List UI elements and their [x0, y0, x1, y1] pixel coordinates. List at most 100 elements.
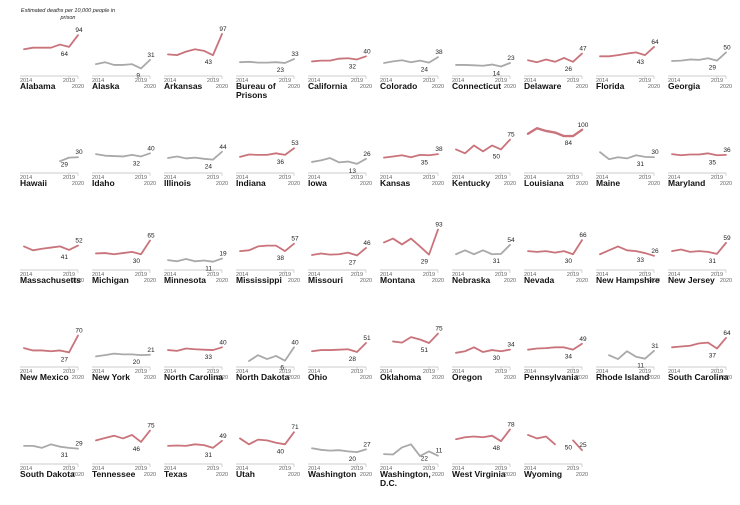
- data-label-2020: 49: [219, 433, 227, 440]
- panel-title: Rhode Island: [596, 372, 650, 382]
- tick-label: 2014: [236, 466, 248, 472]
- data-label-2019: 35: [709, 159, 717, 166]
- tick-label: 2020: [432, 84, 444, 90]
- tick-label: 2019: [135, 466, 147, 472]
- tick-label: 2020: [720, 278, 732, 284]
- series-line: [23, 334, 79, 354]
- data-label-2019: 33: [205, 354, 213, 361]
- tick-label: 2020: [144, 84, 156, 90]
- data-label-2019: 35: [421, 159, 429, 166]
- data-label-2019: 23: [277, 67, 285, 74]
- data-label-2020: 49: [579, 336, 587, 343]
- panel-tennessee: 2014 2019 2020 46 75 Tennessee: [84, 400, 156, 490]
- panel-michigan: 2014 2019 2020 30 65 Michigan: [84, 206, 156, 296]
- series-line: [59, 156, 79, 163]
- data-label-2020: 64: [723, 330, 731, 337]
- data-label-2019: 50: [493, 153, 501, 160]
- series-line: [311, 55, 367, 63]
- data-label-2019: 24: [205, 164, 213, 171]
- series-line: [95, 239, 151, 256]
- panel-title: Oklahoma: [380, 372, 422, 382]
- series-line: [167, 257, 223, 263]
- tick-label: 2014: [308, 272, 320, 278]
- data-label-2020: 93: [435, 222, 443, 229]
- data-label-2019: 20: [349, 456, 357, 463]
- series-line: [383, 56, 439, 64]
- tick-label: 2014: [596, 272, 608, 278]
- data-label-2019: 22: [421, 455, 429, 462]
- series-line: [239, 147, 295, 158]
- data-label-2019: 29: [61, 162, 69, 169]
- series-line: [455, 428, 511, 443]
- panel-washington: 2014 2019 2020 20 27 Washington: [300, 400, 372, 490]
- series-line: [608, 349, 655, 360]
- data-label-2019: 9: [136, 72, 140, 79]
- series-line: [527, 52, 583, 64]
- tick-label: 2019: [279, 78, 291, 84]
- tick-label: 2019: [279, 272, 291, 278]
- series-line: [671, 152, 727, 157]
- tick-label: 2020: [576, 472, 588, 478]
- data-label-2019: 30: [493, 355, 501, 362]
- panel-delaware: 2014 2019 2020 26 47 Delaware: [516, 12, 588, 102]
- panel-title: Louisiana: [524, 178, 564, 188]
- panel-new-mexico: 2014 2019 2020 27 70 New Mexico: [12, 303, 84, 393]
- data-label-2019: 28: [349, 356, 357, 363]
- panel-title: Pennsylvania: [524, 372, 579, 382]
- panel-georgia: 2014 2019 2020 29 50 Georgia: [660, 12, 732, 102]
- tick-label: 2019: [423, 78, 435, 84]
- tick-label: 2020: [144, 472, 156, 478]
- tick-label: 2014: [92, 272, 104, 278]
- tick-label: 2014: [668, 78, 680, 84]
- panel-rhode-island: 2014 2019 2020 11 31 Rhode Island: [588, 303, 660, 393]
- tick-label: 2019: [351, 175, 363, 181]
- data-label-2019: 13: [349, 168, 357, 175]
- data-label-2020: 50: [723, 44, 731, 51]
- tick-label: 2019: [639, 78, 651, 84]
- tick-label: 2014: [524, 272, 536, 278]
- panel-kentucky: 2014 2019 2020 50 75 Kentucky: [444, 109, 516, 199]
- panel-mississippi: 2014 2019 2020 38 57 Mississippi: [228, 206, 300, 296]
- tick-label: 2020: [288, 278, 300, 284]
- data-label-2020: 53: [291, 140, 299, 147]
- tick-label: 2014: [164, 175, 176, 181]
- panel-california: 2014 2019 2020 32 40 California: [300, 12, 372, 102]
- data-label-2020: 11: [436, 448, 443, 455]
- data-label-2019: 36: [277, 159, 285, 166]
- tick-label: 2014: [668, 369, 680, 375]
- tick-label: 2014: [92, 78, 104, 84]
- data-label-2020: 94: [75, 27, 83, 34]
- panel-south-dakota: 2014 2019 2020 31 29 South Dakota: [12, 400, 84, 490]
- tick-label: 2019: [207, 369, 219, 375]
- series-line: [95, 152, 151, 158]
- data-label-2019: 43: [205, 59, 213, 66]
- panel-bureau-of-prisons: 2014 2019 2020 23 33 Bureau of Prisons: [228, 12, 300, 102]
- series-line: [383, 153, 439, 159]
- panel-oregon: 2014 2019 2020 30 34 Oregon: [444, 303, 516, 393]
- tick-label: 2020: [72, 181, 84, 187]
- data-label-2019: 24: [421, 67, 429, 74]
- series-line: [311, 447, 367, 454]
- tick-label: 2014: [452, 78, 464, 84]
- data-label-2020: 38: [435, 49, 443, 56]
- data-label-2019: 31: [205, 452, 213, 459]
- series-line: [383, 443, 439, 457]
- data-label-2020: 36: [723, 147, 731, 154]
- panel-illinois: 2014 2019 2020 24 44 Illinois: [156, 109, 228, 199]
- panel-north-carolina: 2014 2019 2020 33 40 North Carolina: [156, 303, 228, 393]
- tick-label: 2020: [360, 278, 372, 284]
- tick-label: 2020: [216, 181, 228, 187]
- data-label-2020: 31: [651, 343, 659, 350]
